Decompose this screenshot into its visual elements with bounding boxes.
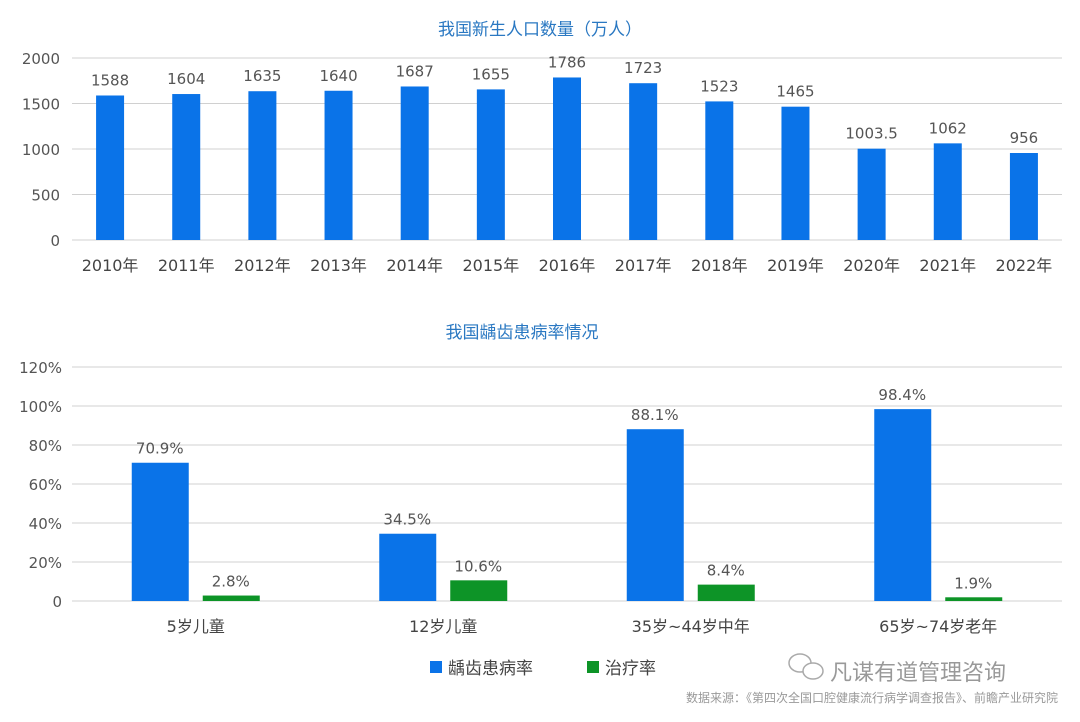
- data-label: 34.5%: [383, 511, 431, 529]
- data-label: 10.6%: [454, 557, 502, 575]
- x-tick-label: 2015年: [462, 256, 519, 275]
- data-label: 1687: [396, 62, 434, 80]
- bar: [324, 90, 353, 240]
- y-tick-label: 0: [50, 232, 60, 250]
- data-label: 1465: [776, 83, 814, 101]
- legend-swatch-caries: [430, 661, 442, 673]
- y-tick-label: 20%: [29, 554, 62, 572]
- x-tick-label: 65岁~74岁老年: [879, 617, 997, 636]
- bar-caries: [626, 429, 684, 601]
- y-tick-label: 500: [31, 187, 60, 205]
- data-label: 70.9%: [136, 440, 184, 458]
- y-tick-label: 120%: [19, 359, 62, 377]
- bar: [857, 148, 886, 240]
- data-label: 8.4%: [707, 562, 745, 580]
- y-tick-label: 0: [52, 593, 62, 611]
- bar: [248, 91, 277, 240]
- bar: [553, 77, 581, 240]
- x-tick-label: 5岁儿童: [167, 617, 225, 636]
- bar: [933, 143, 962, 240]
- data-label: 98.4%: [878, 386, 926, 404]
- y-tick-label: 1000: [22, 141, 60, 159]
- legend: 龋齿患病率 治疗率: [430, 659, 656, 679]
- x-tick-label: 2020年: [843, 256, 900, 275]
- legend-swatch-treatment: [587, 661, 599, 673]
- data-label: 1640: [319, 67, 357, 85]
- x-tick-label: 2018年: [691, 256, 748, 275]
- watermark: 凡谋有道管理咨询: [788, 653, 1006, 686]
- data-label: 1655: [472, 65, 510, 83]
- bar-caries: [379, 533, 437, 601]
- x-tick-label: 2017年: [615, 256, 672, 275]
- x-tick-label: 2011年: [158, 256, 215, 275]
- data-label: 956: [1010, 129, 1039, 147]
- bar-caries: [131, 462, 189, 601]
- bar-treatment: [202, 595, 260, 601]
- bar: [96, 95, 125, 240]
- data-label: 88.1%: [631, 406, 679, 424]
- x-tick-label: 2012年: [234, 256, 291, 275]
- chart2-title: 我国龋齿患病率情况: [446, 323, 599, 343]
- data-label: 1.9%: [954, 574, 992, 592]
- x-tick-label: 2022年: [996, 256, 1053, 275]
- watermark-text: 凡谋有道管理咨询: [830, 661, 1006, 686]
- x-tick-label: 2013年: [310, 256, 367, 275]
- data-label: 1786: [548, 53, 586, 71]
- x-tick-label: 2016年: [539, 256, 596, 275]
- y-tick-label: 2000: [22, 50, 60, 68]
- bar: [476, 89, 505, 241]
- y-tick-label: 40%: [29, 515, 62, 533]
- x-tick-label: 2021年: [919, 256, 976, 275]
- data-label: 1062: [929, 119, 967, 137]
- data-label: 1003.5: [845, 125, 898, 143]
- x-tick-label: 2019年: [767, 256, 824, 275]
- bar: [400, 86, 429, 240]
- chart1-title: 我国新生人口数量（万人）: [438, 20, 642, 40]
- data-label: 1604: [167, 70, 205, 88]
- data-label: 1723: [624, 59, 662, 77]
- y-tick-label: 1500: [22, 96, 60, 114]
- data-label: 2.8%: [212, 573, 250, 591]
- bar: [172, 94, 201, 240]
- bar-treatment: [945, 597, 1003, 601]
- legend-label-caries: 龋齿患病率: [448, 659, 533, 679]
- wechat-icon: [788, 653, 824, 680]
- x-tick-label: 2014年: [386, 256, 443, 275]
- bar-treatment: [450, 580, 508, 601]
- bar: [629, 83, 658, 240]
- x-tick-label: 2010年: [82, 256, 139, 275]
- x-tick-label: 12岁儿童: [409, 617, 477, 636]
- bar: [705, 101, 734, 240]
- data-label: 1635: [243, 67, 281, 85]
- x-tick-label: 35岁~44岁中年: [632, 617, 750, 636]
- y-tick-label: 80%: [29, 437, 62, 455]
- y-tick-label: 60%: [29, 476, 62, 494]
- bar-caries: [874, 409, 932, 601]
- data-label: 1588: [91, 71, 129, 89]
- bar: [1009, 153, 1038, 240]
- data-label: 1523: [700, 77, 738, 95]
- bar-treatment: [697, 584, 755, 601]
- bar: [781, 106, 810, 240]
- legend-label-treatment: 治疗率: [605, 659, 656, 679]
- y-tick-label: 100%: [19, 398, 62, 416]
- source-note: 数据来源：《第四次全国口腔健康流行病学调查报告》、前瞻产业研究院: [686, 690, 1058, 705]
